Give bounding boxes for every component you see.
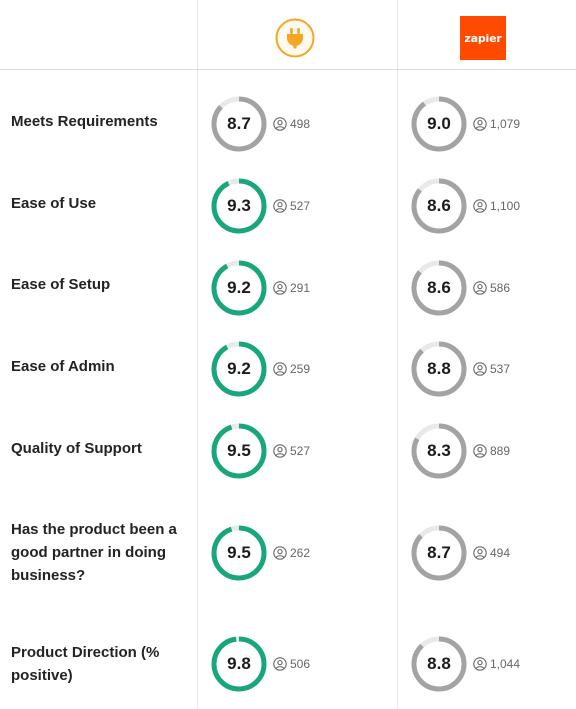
score-value: 9.0 — [427, 114, 451, 133]
score-cell-product-b: 9.0 1,079 — [411, 96, 551, 152]
score-cell-product-a: 9.2 259 — [211, 341, 351, 397]
review-count[interactable]: 506 — [273, 655, 310, 673]
user-icon — [273, 657, 287, 671]
column-divider — [397, 0, 398, 709]
score-gauge — [211, 341, 267, 397]
review-count-text: 259 — [290, 362, 311, 376]
user-icon — [473, 199, 487, 213]
score-cell-product-b: 8.6 586 — [411, 260, 551, 316]
score-gauge — [411, 525, 467, 581]
score-cell-product-a: 9.5 527 — [211, 423, 351, 479]
user-icon — [473, 362, 487, 376]
criteria-label: Quality of Support — [11, 440, 142, 457]
review-count-text: 1,100 — [490, 199, 521, 213]
review-count-text: 527 — [290, 444, 311, 458]
review-count-text: 291 — [290, 281, 311, 295]
review-count-text: 889 — [490, 444, 511, 458]
score-value: 9.2 — [227, 278, 251, 297]
score-value: 8.3 — [427, 441, 451, 460]
score-gauge — [211, 260, 267, 316]
criteria-label: Product Direction (% positive) — [11, 644, 160, 684]
score-cell-product-b: 8.8 1,044 — [411, 636, 551, 692]
review-count[interactable]: 498 — [273, 115, 310, 133]
review-count[interactable]: 889 — [473, 442, 510, 460]
review-count[interactable]: 1,100 — [473, 197, 520, 215]
review-count[interactable]: 291 — [273, 279, 310, 297]
review-count[interactable]: 494 — [473, 544, 510, 562]
user-icon — [473, 117, 487, 131]
score-cell-product-b: 8.7 494 — [411, 525, 551, 581]
column-divider — [197, 0, 198, 709]
score-cell-product-b: 8.3 889 — [411, 423, 551, 479]
score-cell-product-a: 9.3 527 — [211, 178, 351, 234]
score-value: 9.5 — [227, 543, 251, 562]
criteria-label: Ease of Admin — [11, 358, 115, 375]
review-count[interactable]: 537 — [473, 360, 510, 378]
criteria-label: Ease of Use — [11, 195, 97, 212]
user-icon — [273, 199, 287, 213]
score-gauge — [411, 178, 467, 234]
review-count-text: 498 — [290, 117, 311, 131]
score-value: 8.6 — [427, 196, 451, 215]
score-gauge — [211, 178, 267, 234]
review-count[interactable]: 262 — [273, 544, 310, 562]
review-count[interactable]: 527 — [273, 197, 310, 215]
user-icon — [273, 117, 287, 131]
review-count[interactable]: 1,044 — [473, 655, 520, 673]
review-count[interactable]: 527 — [273, 442, 310, 460]
score-value: 9.8 — [227, 654, 251, 673]
score-value: 9.5 — [227, 441, 251, 460]
score-value: 8.8 — [427, 654, 451, 673]
score-cell-product-b: 8.8 537 — [411, 341, 551, 397]
score-gauge — [411, 260, 467, 316]
product-b-logo[interactable]: zapier — [460, 16, 506, 60]
review-count-text: 506 — [290, 657, 311, 671]
product-a-logo[interactable] — [275, 18, 315, 58]
score-cell-product-a: 9.2 291 — [211, 260, 351, 316]
user-icon — [273, 281, 287, 295]
score-gauge — [211, 525, 267, 581]
criteria-label: Has the product been a good partner in d… — [11, 521, 177, 584]
criteria-label: Meets Requirements — [11, 113, 158, 130]
score-gauge — [411, 96, 467, 152]
score-cell-product-b: 8.6 1,100 — [411, 178, 551, 234]
user-icon — [273, 362, 287, 376]
plug-icon — [275, 18, 315, 58]
user-icon — [473, 546, 487, 560]
score-value: 9.2 — [227, 359, 251, 378]
user-icon — [273, 546, 287, 560]
review-count[interactable]: 259 — [273, 360, 310, 378]
review-count-text: 527 — [290, 199, 311, 213]
score-cell-product-a: 8.7 498 — [211, 96, 351, 152]
user-icon — [473, 444, 487, 458]
review-count-text: 586 — [490, 281, 511, 295]
review-count-text: 537 — [490, 362, 511, 376]
user-icon — [473, 281, 487, 295]
score-gauge — [411, 423, 467, 479]
score-gauge — [211, 636, 267, 692]
review-count[interactable]: 586 — [473, 279, 510, 297]
score-cell-product-a: 9.8 506 — [211, 636, 351, 692]
score-value: 8.7 — [227, 114, 251, 133]
score-gauge — [411, 341, 467, 397]
score-cell-product-a: 9.5 262 — [211, 525, 351, 581]
comparison-header: zapier — [0, 0, 576, 70]
user-icon — [273, 444, 287, 458]
review-count-text: 1,079 — [490, 117, 521, 131]
score-value: 8.8 — [427, 359, 451, 378]
review-count-text: 494 — [490, 546, 511, 560]
product-b-logo-text: zapier — [464, 31, 502, 45]
score-gauge — [411, 636, 467, 692]
user-icon — [473, 657, 487, 671]
score-gauge — [211, 96, 267, 152]
review-count-text: 1,044 — [490, 657, 521, 671]
review-count-text: 262 — [290, 546, 311, 560]
score-value: 8.6 — [427, 278, 451, 297]
review-count[interactable]: 1,079 — [473, 115, 520, 133]
score-gauge — [211, 423, 267, 479]
score-value: 8.7 — [427, 543, 451, 562]
criteria-label: Ease of Setup — [11, 276, 111, 293]
score-value: 9.3 — [227, 196, 251, 215]
